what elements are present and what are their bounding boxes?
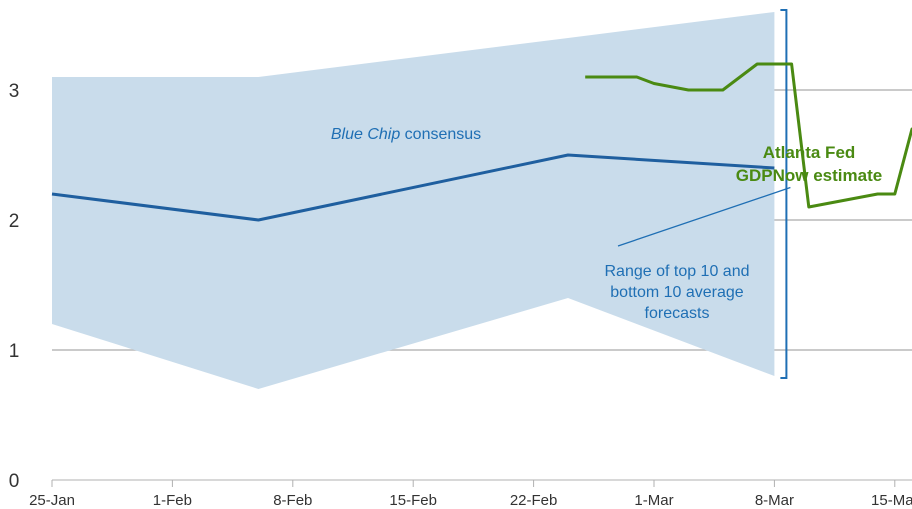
x-tick-label-8-Feb: 8-Feb [273, 492, 312, 509]
y-tick-label-0: 0 [9, 471, 20, 492]
y-tick-label-2: 2 [9, 211, 20, 232]
blue-chip-label-italic: Blue Chip [331, 126, 400, 143]
range-label-line-1: Range of top 10 and [604, 263, 749, 280]
x-tick-label-8-Mar: 8-Mar [755, 492, 794, 509]
forecast-range-band [52, 12, 775, 389]
y-axis-ticks: 0 1 2 3 [9, 81, 20, 492]
gdpnow-label-line-2: GDPNow estimate [736, 166, 882, 185]
y-tick-label-3: 3 [9, 81, 20, 102]
blue-chip-consensus-line [51, 153, 775, 222]
range-annotation-leader [617, 186, 791, 247]
x-tick-label-1-Mar: 1-Mar [634, 492, 673, 509]
x-tick-label-15-Mar: 15-Mar [871, 492, 912, 509]
range-label-line-3: forecasts [645, 305, 710, 322]
blue-chip-label: Blue Chip consensus [331, 126, 481, 143]
x-tick-label-1-Feb: 1-Feb [153, 492, 192, 509]
x-tick-label-25-Jan: 25-Jan [29, 492, 75, 509]
x-tick-label-22-Feb: 22-Feb [510, 492, 558, 509]
range-label-line-2: bottom 10 average [610, 284, 744, 301]
x-tick-label-15-Feb: 15-Feb [389, 492, 437, 509]
x-axis: 25-Jan 1-Feb 8-Feb 15-Feb 22-Feb 1-Mar 8-Mar 15… [29, 479, 912, 509]
y-tick-label-1: 1 [9, 341, 20, 362]
range-bracket [780, 9, 788, 379]
gdpnow-label-line-1: Atlanta Fed [763, 143, 856, 162]
gdpnow-estimate-line [585, 62, 912, 209]
blue-chip-label-rest: consensus [400, 126, 481, 143]
